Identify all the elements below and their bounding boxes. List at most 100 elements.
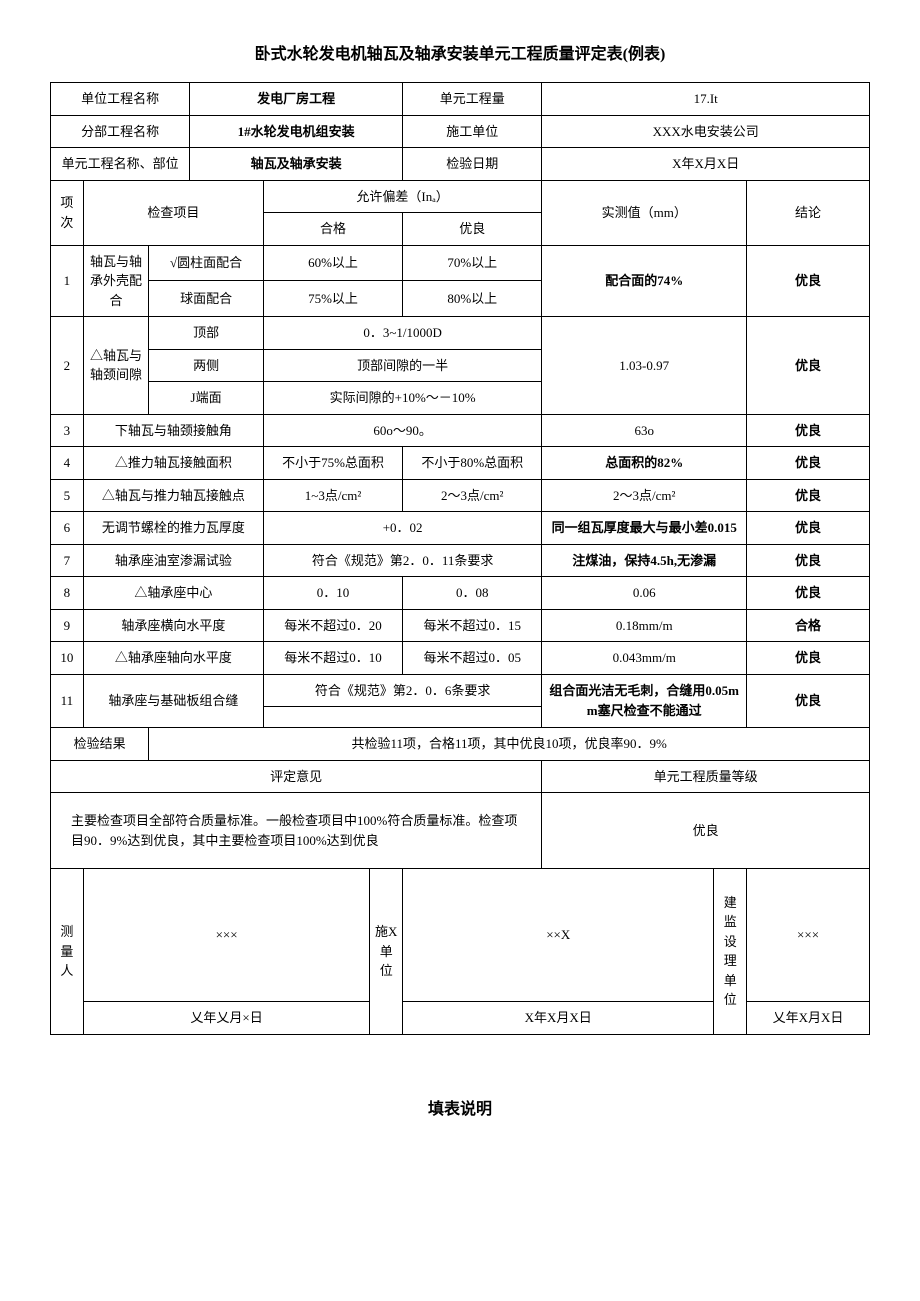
r1-sub1: √圆柱面配合 [149,245,264,281]
r3-measured: 63o [542,414,747,447]
r10-item: △轴承座轴向水平度 [83,642,263,675]
r2-sub2: 两侧 [149,349,264,382]
r5-concl: 优良 [747,479,870,512]
r11-tol: 符合《规范》第2．0．6条要求 [263,674,541,707]
r8-concl: 优良 [747,577,870,610]
page-title: 卧式水轮发电机轴瓦及轴承安装单元工程质量评定表(例表) [50,40,870,64]
r11-item: 轴承座与基础板组合缝 [83,674,263,728]
r1-measured: 配合面的74% [542,245,747,317]
th-check-item: 检查项目 [83,180,263,245]
r7-no: 7 [51,544,84,577]
r4-exc: 不小于80%总面积 [403,447,542,480]
r2-no: 2 [51,317,84,415]
r7-measured: 注煤油，保持4.5h,无渗漏 [542,544,747,577]
th-pass: 合格 [263,213,402,246]
table-row: 7 轴承座油室渗漏试验 符合《规范》第2．0．11条要求 注煤油，保持4.5h,… [51,544,870,577]
r2-measured: 1.03-0.97 [542,317,747,415]
measurer-date: 乂年乂月×日 [83,1002,370,1035]
th-tolerance: 允许偏差（Inₐ） [263,180,541,213]
r7-concl: 优良 [747,544,870,577]
table-row: 检验结果 共检验11项，合格11项，其中优良10项，优良率90．9% [51,728,870,761]
unit-qty-value: 17.It [542,83,870,116]
super-sig: ××× [747,869,870,1002]
r2-tol1: 0．3~1/1000D [263,317,541,350]
table-row: 项次 检查项目 允许偏差（Inₐ） 实测值（mm） 结论 [51,180,870,213]
unit-proj-label: 单位工程名称 [51,83,190,116]
r8-measured: 0.06 [542,577,747,610]
table-row: 单位工程名称 发电厂房工程 单元工程量 17.It [51,83,870,116]
grade-label: 单元工程质量等级 [542,760,870,793]
r10-exc: 每米不超过0．05 [403,642,542,675]
r5-pass: 1~3点/cm² [263,479,402,512]
r6-measured: 同一组瓦厚度最大与最小差0.015 [542,512,747,545]
table-row: 测量人 ××× 施X单位 ××X 建监设理单位 ××× [51,869,870,1002]
constr-sig: ××X [403,869,714,1002]
r10-measured: 0.043mm/m [542,642,747,675]
unit-proj-value: 发电厂房工程 [190,83,403,116]
th-item-no: 项次 [51,180,84,245]
constr-date: X年X月X日 [403,1002,714,1035]
elem-value: 轴瓦及轴承安装 [190,148,403,181]
table-row: 分部工程名称 1#水轮发电机组安装 施工单位 XXX水电安装公司 [51,115,870,148]
r7-item: 轴承座油室渗漏试验 [83,544,263,577]
constr-unit-label: 施工单位 [403,115,542,148]
r3-tol: 60o～90。 [263,414,541,447]
table-row: 9 轴承座横向水平度 每米不超过0．20 每米不超过0．15 0.18mm/m … [51,609,870,642]
r3-concl: 优良 [747,414,870,447]
r1-item: 轴瓦与轴承外壳配合 [83,245,149,317]
r3-no: 3 [51,414,84,447]
constr-unit-value: XXX水电安装公司 [542,115,870,148]
r1-exc2: 80%以上 [403,281,542,317]
r9-concl: 合格 [747,609,870,642]
r1-sub2: 球面配合 [149,281,264,317]
r4-item: △推力轴瓦接触面积 [83,447,263,480]
r2-item: △轴瓦与轴颈间隙 [83,317,149,415]
r1-concl: 优良 [747,245,870,317]
r5-no: 5 [51,479,84,512]
table-row: 10 △轴承座轴向水平度 每米不超过0．10 每米不超过0．05 0.043mm… [51,642,870,675]
evaluation-table: 单位工程名称 发电厂房工程 单元工程量 17.It 分部工程名称 1#水轮发电机… [50,82,870,1035]
r9-exc: 每米不超过0．15 [403,609,542,642]
r10-concl: 优良 [747,642,870,675]
table-row: 11 轴承座与基础板组合缝 符合《规范》第2．0．6条要求 组合面光洁无毛刺，合… [51,674,870,707]
footer-title: 填表说明 [50,1095,870,1119]
r11-measured: 组合面光洁无毛刺，合缝用0.05mm塞尺检查不能通过 [542,674,747,728]
opinion-value: 主要检查项目全部符合质量标准。一般检查项目中100%符合质量标准。检查项目90．… [51,793,542,869]
super-label: 建监设理单位 [714,869,747,1035]
measurer-label: 测量人 [51,869,84,1035]
r7-tol: 符合《规范》第2．0．11条要求 [263,544,541,577]
r9-item: 轴承座横向水平度 [83,609,263,642]
r6-concl: 优良 [747,512,870,545]
r6-tol: +0．02 [263,512,541,545]
th-conclusion: 结论 [747,180,870,245]
r4-pass: 不小于75%总面积 [263,447,402,480]
r4-no: 4 [51,447,84,480]
r11-no: 11 [51,674,84,728]
table-row: 3 下轴瓦与轴颈接触角 60o～90。 63o 优良 [51,414,870,447]
table-row: 1 轴瓦与轴承外壳配合 √圆柱面配合 60%以上 70%以上 配合面的74% 优… [51,245,870,281]
r6-no: 6 [51,512,84,545]
grade-value: 优良 [542,793,870,869]
result-value: 共检验11项，合格11项，其中优良10项，优良率90．9% [149,728,870,761]
check-date-label: 检验日期 [403,148,542,181]
r2-concl: 优良 [747,317,870,415]
table-row: 主要检查项目全部符合质量标准。一般检查项目中100%符合质量标准。检查项目90．… [51,793,870,869]
r6-item: 无调节螺栓的推力瓦厚度 [83,512,263,545]
r8-no: 8 [51,577,84,610]
constr-label: 施X单位 [370,869,403,1035]
table-row: 单元工程名称、部位 轴瓦及轴承安装 检验日期 X年X月X日 [51,148,870,181]
r8-item: △轴承座中心 [83,577,263,610]
r4-measured: 总面积的82% [542,447,747,480]
table-row: 5 △轴瓦与推力轴瓦接触点 1~3点/cm² 2～3点/cm² 2～3点/cm²… [51,479,870,512]
r9-no: 9 [51,609,84,642]
table-row: 8 △轴承座中心 0．10 0．08 0.06 优良 [51,577,870,610]
r9-pass: 每米不超过0．20 [263,609,402,642]
r2-sub3: J端面 [149,382,264,415]
r11-concl: 优良 [747,674,870,728]
r1-pass1: 60%以上 [263,245,402,281]
r9-measured: 0.18mm/m [542,609,747,642]
table-row: 乂年乂月×日 X年X月X日 乂年X月X日 [51,1002,870,1035]
r11-blank [263,707,541,728]
r2-tol2: 顶部间隙的一半 [263,349,541,382]
th-excellent: 优良 [403,213,542,246]
